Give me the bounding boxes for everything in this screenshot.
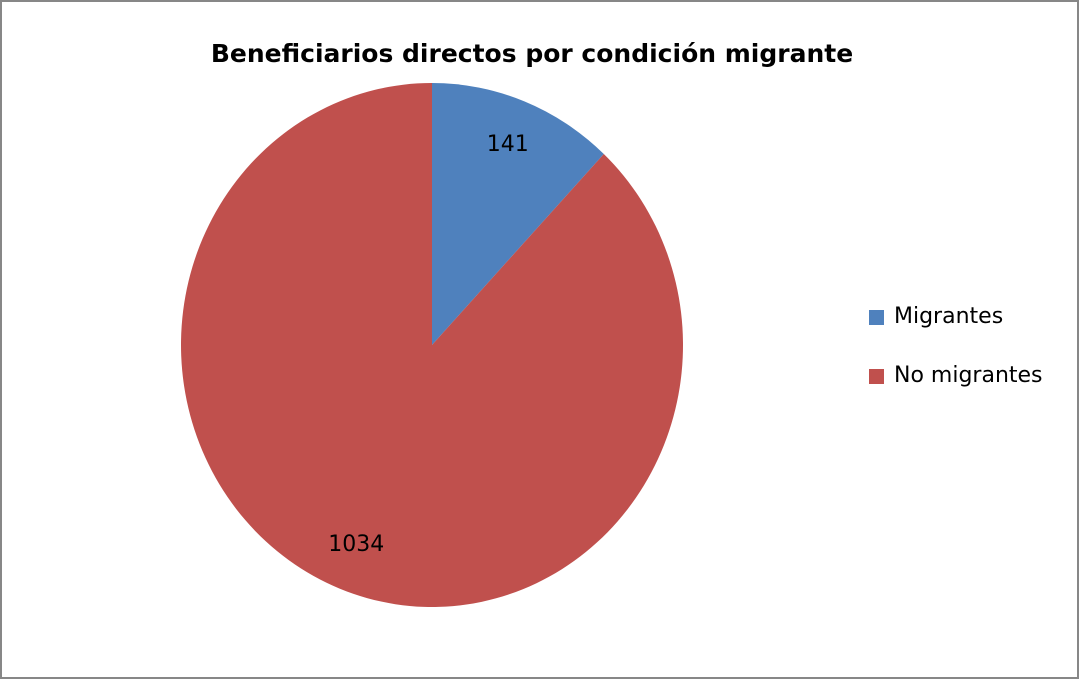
data-label: 141 — [487, 132, 529, 157]
legend-swatch — [869, 369, 884, 384]
pie-slice — [181, 83, 684, 607]
legend-label: Migrantes — [894, 304, 1003, 329]
pie-slice — [432, 83, 604, 345]
legend-swatch — [869, 310, 884, 325]
chart-title: Beneficiarios directos por condición mig… — [211, 39, 853, 68]
data-label: 1034 — [328, 532, 384, 557]
legend-label: No migrantes — [894, 363, 1043, 388]
